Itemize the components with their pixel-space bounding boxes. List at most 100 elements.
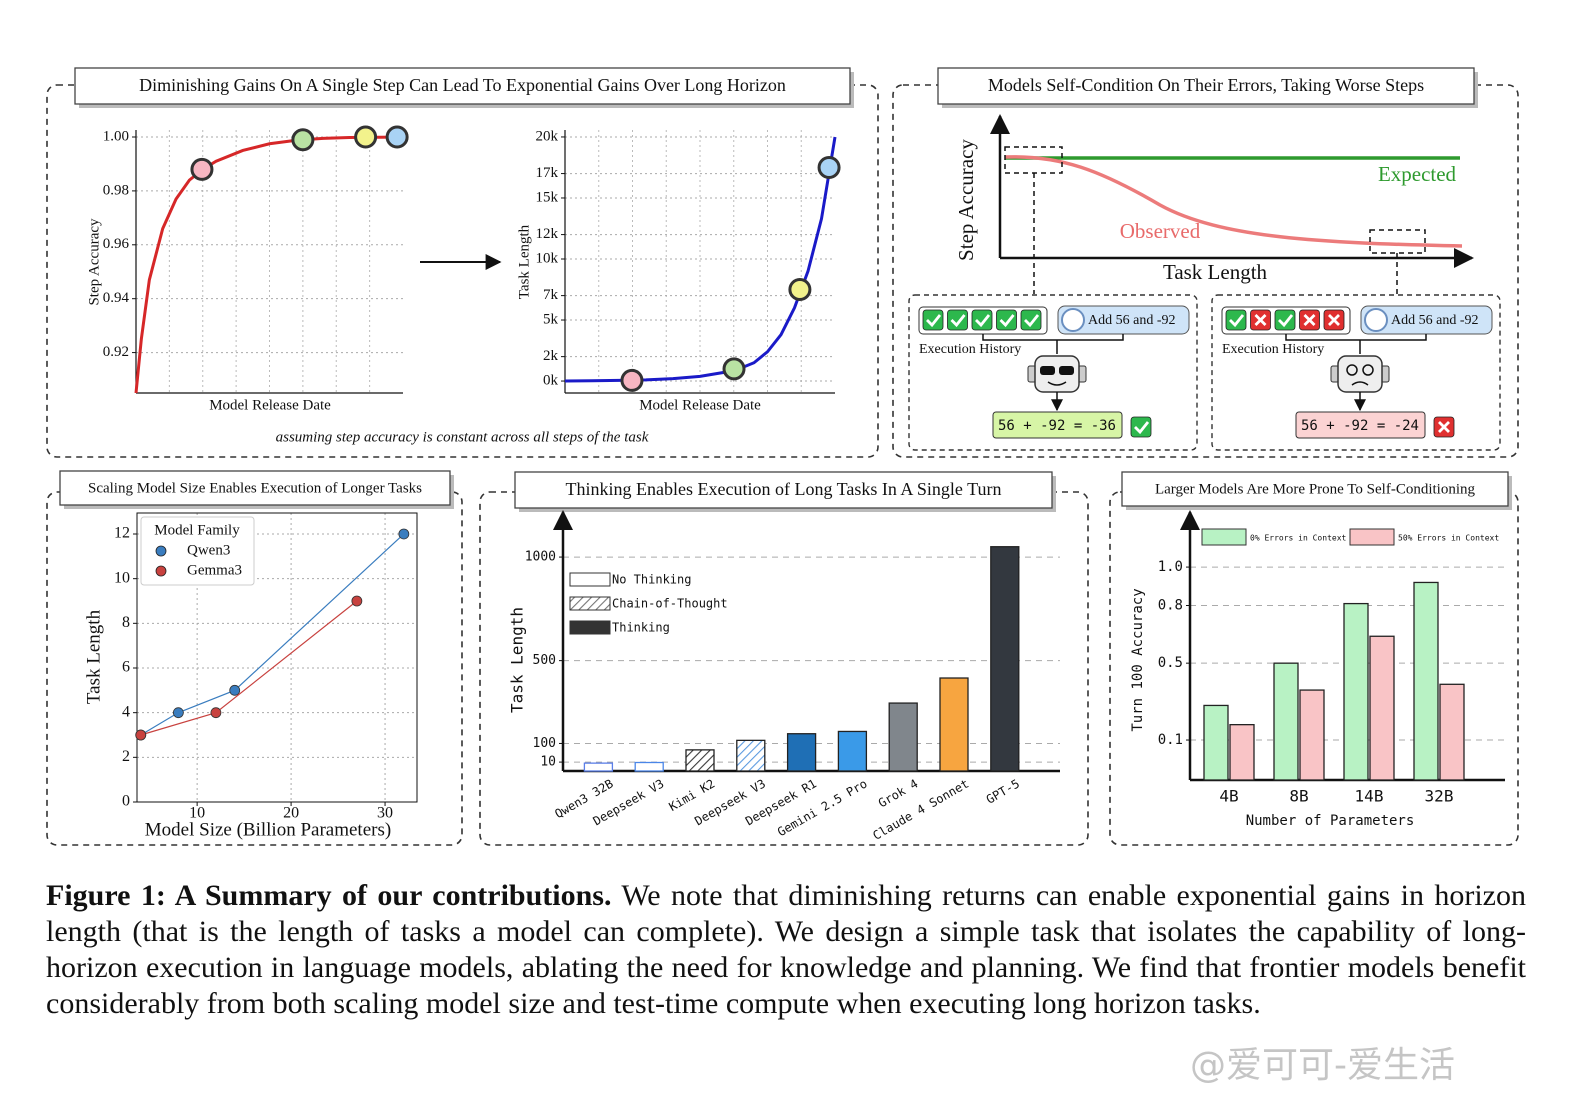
- panel-border: [1109, 491, 1519, 846]
- robot-eye: [1040, 366, 1055, 375]
- legend-marker: [155, 545, 167, 557]
- status-glyph: [975, 314, 991, 328]
- panel-border: [46, 84, 879, 458]
- data-point: [385, 125, 409, 149]
- status-glyph: [1254, 314, 1267, 326]
- plot-frame: [136, 512, 418, 803]
- history-label: Execution History: [1222, 342, 1324, 357]
- y-tick-label: 0: [122, 793, 130, 810]
- bar: [1229, 724, 1255, 781]
- data-point: [229, 684, 241, 696]
- y-tick-label: 4: [122, 703, 130, 720]
- user-icon: [1364, 308, 1388, 332]
- title-box: [74, 67, 851, 105]
- legend-box: [140, 516, 255, 586]
- x-axis-label: Model Release Date: [639, 397, 761, 413]
- caption-text: We note that diminishing returns can ena…: [46, 879, 1526, 1020]
- watermark: @爱可可-爱生活: [1190, 1045, 1455, 1086]
- chart: 0.1 0.5 0.8 1.0 Turn 100 Accuracy Number of P…: [1130, 510, 1505, 829]
- panel-title: Scaling Model Size Enables Execution of …: [88, 480, 422, 496]
- x-tick-label: 30: [377, 805, 393, 822]
- status-glyph: [1278, 314, 1294, 328]
- y-tick-label: 7k: [543, 287, 559, 303]
- legend-swatch: [1349, 528, 1395, 546]
- data-point: [722, 357, 746, 381]
- result-box: [1295, 411, 1426, 439]
- y-tick-label: 0.5: [1158, 655, 1183, 671]
- chart: 0k 2k 5k 7k 10k 12k 15k 17k 20k Task Length Model …: [516, 128, 841, 413]
- figure-panels: assuming step accuracy is constant acros…: [46, 67, 1519, 846]
- panel-title: Diminishing Gains On A Single Step Can L…: [139, 75, 786, 95]
- y-tick-label: 0.8: [1158, 598, 1183, 614]
- case-box: [908, 294, 1198, 451]
- panel-border: [479, 491, 1089, 846]
- result-text: 56 + -92 = -36: [998, 418, 1116, 434]
- status-glyph: [1229, 314, 1245, 328]
- y-tick-label: 20k: [536, 128, 559, 144]
- y-tick-label: 500: [533, 653, 556, 668]
- y-axis-label: Task Length: [508, 607, 527, 713]
- legend-marker: [155, 565, 167, 577]
- y-tick-label: 0.96: [103, 236, 130, 252]
- status-glyph: [1134, 421, 1150, 435]
- panel-title: Thinking Enables Execution of Long Tasks…: [566, 479, 1002, 499]
- legend-swatch: [569, 620, 611, 635]
- y-tick-label: 10k: [536, 250, 559, 266]
- x-tick-label: 14B: [1355, 787, 1384, 806]
- status-glyph: [1328, 314, 1340, 326]
- bar: [1369, 635, 1395, 781]
- y-tick-label: 1.00: [103, 128, 129, 144]
- connector: [982, 334, 1124, 354]
- status-icon: [922, 309, 944, 331]
- caption-label: Figure 1: A Summary of our contributions…: [46, 879, 612, 912]
- bar: [1203, 704, 1229, 781]
- bar: [1343, 602, 1369, 781]
- status-icon: [1020, 309, 1042, 331]
- panel-border: [46, 491, 463, 846]
- x-tick-label: Claude 4 Sonnet: [870, 777, 971, 843]
- data-point: [135, 729, 147, 741]
- y-tick-label: 6: [122, 659, 130, 676]
- title-box: [937, 67, 1475, 105]
- chart: 0 2 4 6 8 10 12 10 20 30 Task Length Model Size (Bi…: [83, 512, 418, 840]
- task-text: Add 56 and -92: [1088, 313, 1176, 328]
- bar: [1413, 581, 1439, 781]
- bar: [786, 733, 817, 772]
- y-axis-label: Task Length: [516, 224, 532, 299]
- data-point: [172, 707, 184, 719]
- task-text: Add 56 and -92: [1391, 313, 1479, 328]
- status-icon: [1274, 309, 1296, 331]
- caption: Figure 1: A Summary of our contributions…: [46, 878, 1526, 1022]
- data-point: [620, 368, 644, 392]
- status-glyph: [950, 314, 966, 328]
- robot-mouth: [1351, 381, 1369, 386]
- zoom-box: [1369, 229, 1426, 254]
- data-point: [354, 125, 378, 149]
- y-tick-label: 0.94: [103, 290, 130, 306]
- connector: [1285, 334, 1427, 354]
- bar: [1439, 683, 1465, 781]
- panel-title: Larger Models Are More Prone To Self-Con…: [1155, 481, 1476, 497]
- bar: [1273, 662, 1299, 781]
- legend-label: 0% Errors in Context: [1250, 534, 1347, 543]
- status-icon: [971, 309, 993, 331]
- user-icon: [1061, 308, 1085, 332]
- panel-title: Models Self-Condition On Their Errors, T…: [988, 75, 1424, 95]
- robot-mouth: [1047, 381, 1067, 386]
- data-line: [134, 135, 404, 394]
- data-point: [398, 528, 410, 540]
- x-tick-label: 32B: [1425, 787, 1454, 806]
- y-tick-label: 0.1: [1158, 732, 1183, 748]
- y-axis-label: Step Accuracy: [86, 218, 102, 306]
- y-tick-label: 15k: [536, 189, 559, 205]
- robot-head: [1337, 355, 1383, 393]
- axis-label: Task Length: [1163, 260, 1268, 284]
- status-icon: [1130, 416, 1152, 438]
- legend-label: Gemma3: [187, 562, 242, 578]
- data-point: [788, 278, 812, 302]
- y-tick-label: 12: [114, 525, 130, 542]
- case-box: [1211, 294, 1501, 451]
- x-axis-label: Model Release Date: [209, 397, 331, 413]
